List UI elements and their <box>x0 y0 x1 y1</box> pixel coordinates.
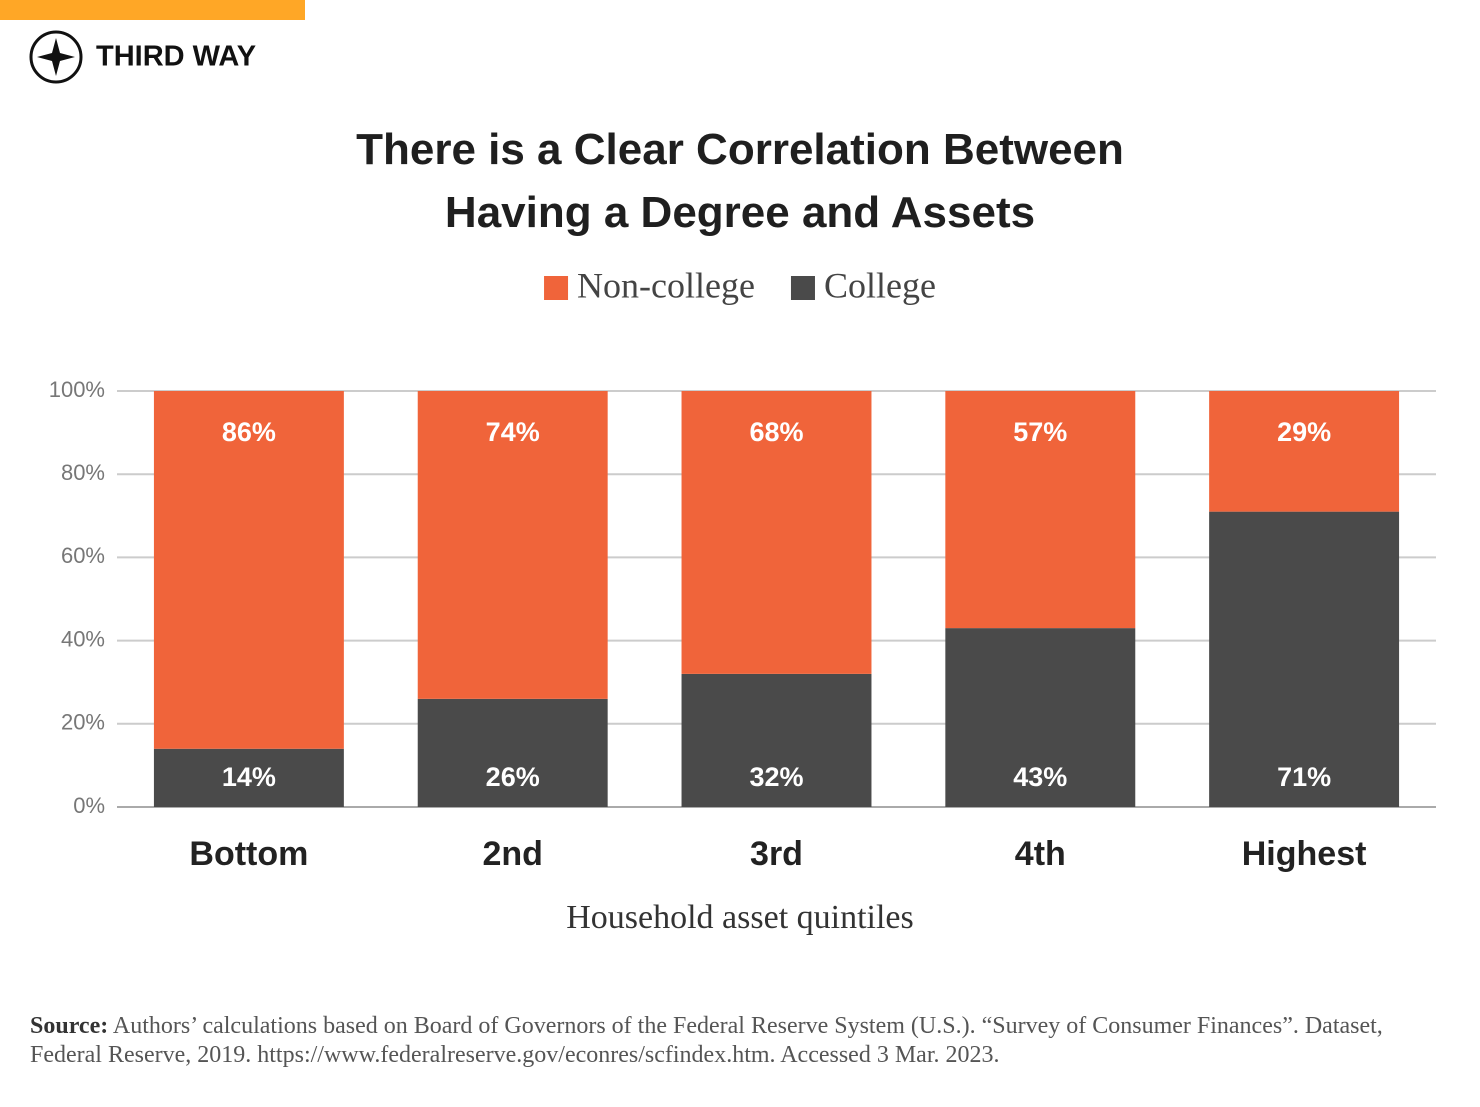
y-tick-label: 100% <box>49 377 105 402</box>
value-label: 71% <box>1277 762 1331 792</box>
source-text: Authors’ calculations based on Board of … <box>30 1013 1383 1068</box>
value-label: 14% <box>222 762 276 792</box>
x-tick-label: 3rd <box>750 835 803 873</box>
value-label: 29% <box>1277 417 1331 447</box>
value-label: 74% <box>486 417 540 447</box>
chart-title: There is a Clear Correlation Between Hav… <box>356 125 1124 237</box>
value-label: 26% <box>486 762 540 792</box>
y-tick-label: 0% <box>73 793 105 818</box>
y-tick-label: 20% <box>61 710 105 735</box>
value-label: 57% <box>1013 417 1067 447</box>
x-tick-label: 2nd <box>482 835 542 873</box>
x-axis-label: Household asset quintiles <box>566 899 914 936</box>
x-tick-label: 4th <box>1015 835 1066 873</box>
bar-segment <box>153 391 344 749</box>
y-tick-label: 40% <box>61 626 105 651</box>
bar-segment <box>1209 391 1400 512</box>
y-tick-label: 80% <box>61 460 105 485</box>
value-label: 86% <box>222 417 276 447</box>
brand: THIRD WAY <box>96 41 256 73</box>
bar-segment <box>1209 511 1400 807</box>
legend: Non-college College <box>544 265 936 305</box>
top-accent <box>0 0 305 20</box>
bar-segment <box>153 748 344 807</box>
value-label: 32% <box>749 762 803 792</box>
legend-swatch <box>790 276 815 300</box>
x-tick-label: Highest <box>1242 835 1367 873</box>
bar-segment <box>417 698 608 807</box>
x-tick-label: Bottom <box>189 835 308 873</box>
bar-segment <box>945 391 1136 629</box>
value-label: 68% <box>749 417 803 447</box>
legend-label: Non-college <box>577 265 755 305</box>
bar-segment <box>945 628 1136 807</box>
legend-swatch <box>544 276 569 300</box>
bar-segment <box>681 673 872 807</box>
source: Source: Authors’ calculations based on B… <box>30 1012 1450 1070</box>
logo <box>29 30 83 84</box>
bar-segment <box>681 391 872 674</box>
value-label: 43% <box>1013 762 1067 792</box>
source-label: Source: <box>30 1013 109 1039</box>
legend-label: College <box>824 265 936 305</box>
bar-segment <box>417 391 608 699</box>
y-tick-label: 60% <box>61 543 105 568</box>
